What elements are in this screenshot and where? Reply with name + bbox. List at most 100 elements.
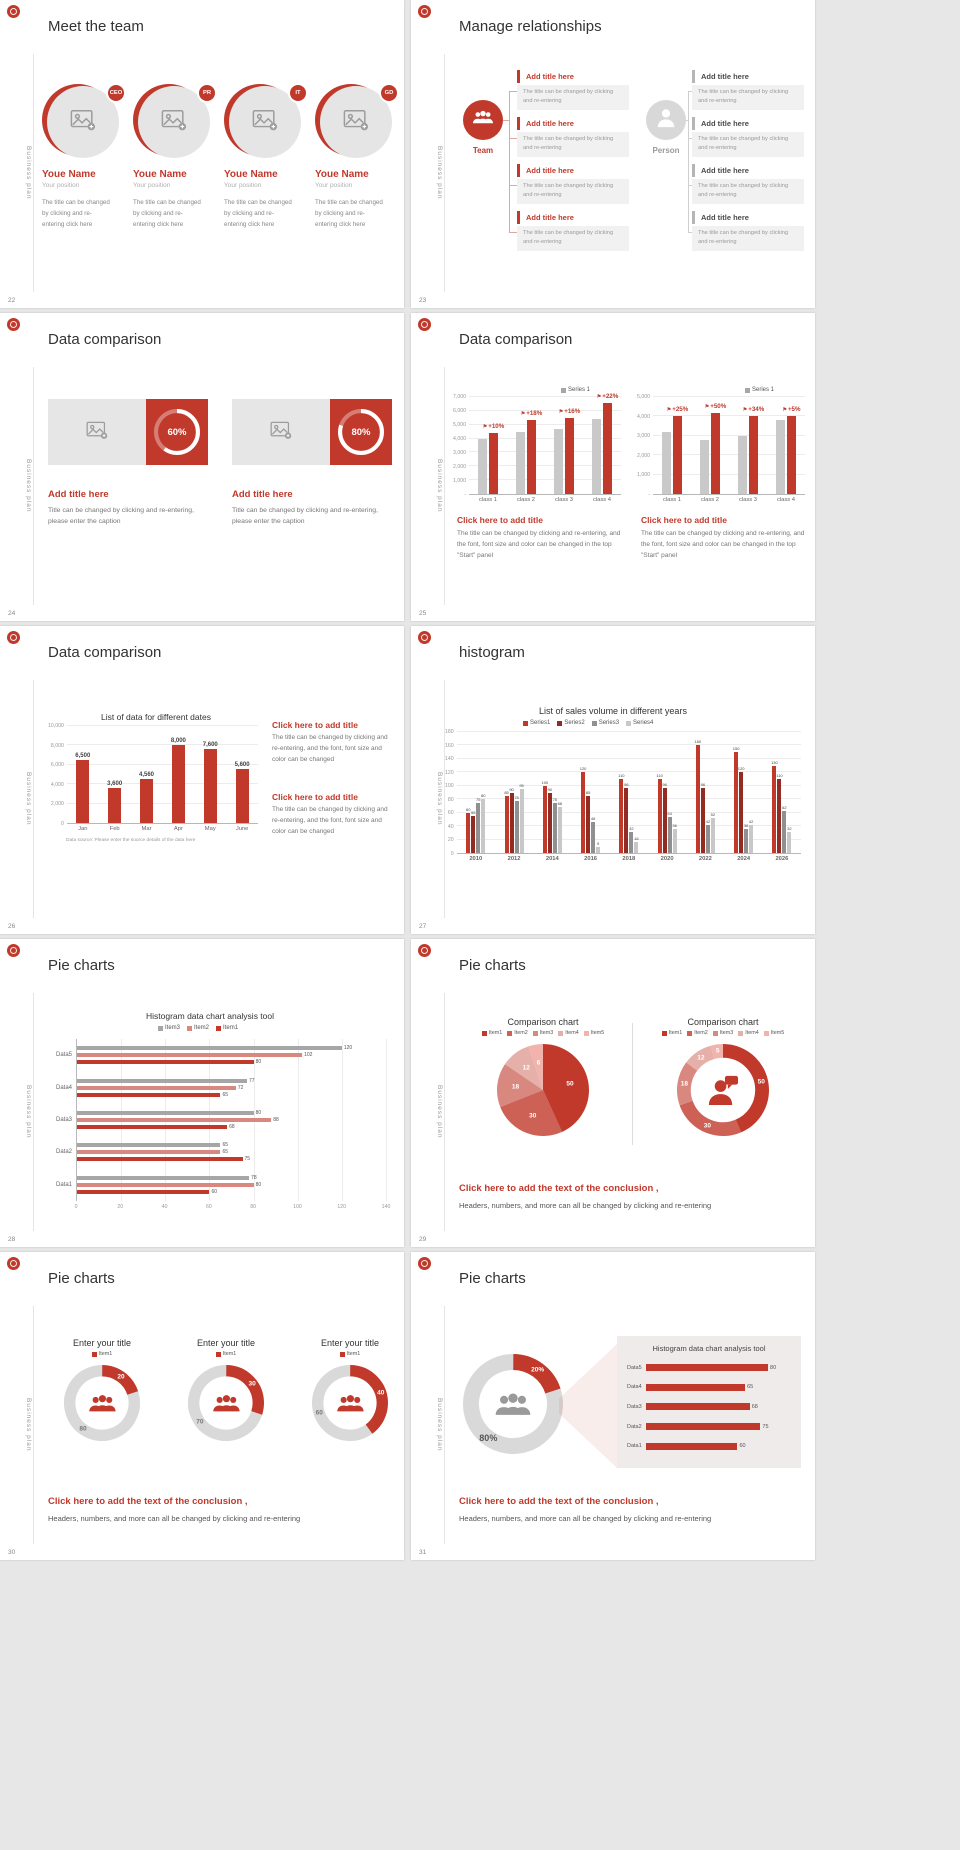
team-label: Team bbox=[472, 146, 494, 155]
category-label: Data2 bbox=[627, 1423, 642, 1430]
member-description: The title can be changed by clicking and… bbox=[133, 199, 201, 228]
brand-logo-icon bbox=[418, 318, 431, 331]
bar bbox=[699, 439, 709, 494]
percent-panel: 60% bbox=[146, 399, 208, 465]
legend-item: Item3 bbox=[532, 1030, 554, 1036]
x-tick-label: class 2 bbox=[516, 497, 535, 503]
slice-label: 18 bbox=[680, 1080, 688, 1088]
bar-value-label: 80 bbox=[481, 793, 486, 799]
bar-slot: 95 bbox=[519, 732, 524, 853]
legend-swatch bbox=[626, 720, 632, 726]
bar-slot bbox=[775, 397, 785, 494]
slide-27-histogram[interactable]: Business plan histogram List of sales vo… bbox=[411, 626, 815, 934]
bar-value-label: 96 bbox=[624, 782, 629, 788]
slide-28-horizontal-bars[interactable]: Business plan Pie charts Histogram data … bbox=[0, 939, 404, 1247]
bar bbox=[509, 792, 514, 853]
legend-item: Series 1 bbox=[561, 387, 590, 393]
legend-label: Item4 bbox=[565, 1030, 579, 1036]
image-placeholder bbox=[232, 399, 330, 465]
y-axis: 5,000 4,000 3,000 2,000 1,000- bbox=[637, 394, 650, 498]
slide-title: histogram bbox=[459, 644, 525, 661]
bar-value-label: 36 bbox=[743, 822, 749, 828]
slide-29-pie-charts[interactable]: Business plan Pie charts Comparison char… bbox=[411, 939, 815, 1247]
legend-swatch bbox=[745, 387, 750, 393]
bar-annotation: +16% bbox=[559, 408, 580, 415]
legend-swatch bbox=[158, 1025, 163, 1031]
sidebar-label: Business plan bbox=[25, 1085, 32, 1139]
legend-swatch bbox=[763, 1030, 769, 1036]
legend-item: Item1 bbox=[91, 1351, 112, 1357]
legend-item: Series2 bbox=[557, 720, 585, 726]
page-number: 23 bbox=[419, 297, 427, 304]
bar bbox=[515, 431, 525, 494]
sidebar-label: Business plan bbox=[436, 772, 443, 826]
bar bbox=[667, 816, 672, 853]
slide-title: Data comparison bbox=[48, 644, 162, 661]
bar-slot: 110 bbox=[618, 732, 625, 853]
bar-group: 7,600 bbox=[194, 726, 226, 823]
x-axis: 2010 2012 2014 2016 2018 2020 2022 2024 2026 bbox=[457, 854, 801, 862]
gridline bbox=[456, 731, 801, 732]
bar-value-label: 55 bbox=[471, 810, 476, 816]
page-number: 22 bbox=[8, 297, 16, 304]
slide-24-data-comparison-cards[interactable]: Business plan Data comparison 60% Add ti… bbox=[0, 313, 404, 621]
chart-legend: Series1 Series2 Series3 Series4 bbox=[523, 720, 653, 726]
legend-swatch bbox=[738, 1030, 744, 1036]
legend-label: Item3 bbox=[539, 1030, 554, 1036]
gridline bbox=[468, 437, 621, 439]
bar-slot: 6,500 bbox=[75, 726, 90, 823]
bar bbox=[77, 1053, 303, 1058]
bar-group: 130 110 62 32 bbox=[763, 732, 801, 853]
bar-slot: 7,600 bbox=[202, 726, 218, 823]
connector-line bbox=[509, 232, 517, 233]
bar-slot bbox=[661, 397, 671, 494]
slide-31-donut-with-bars[interactable]: Business plan Pie charts 20% 80% Histogra… bbox=[411, 1252, 815, 1560]
caption-title: Click here to add title bbox=[457, 515, 543, 525]
chart-title: Enter your title bbox=[72, 1338, 132, 1348]
category-label: Data4 bbox=[627, 1384, 642, 1391]
bar-group: +25% bbox=[653, 397, 691, 494]
gridline bbox=[341, 1039, 343, 1201]
bar-slot: 110 bbox=[776, 732, 783, 853]
category-label: Data2 bbox=[56, 1149, 73, 1156]
bar-value-label: 7,600 bbox=[202, 742, 218, 749]
bar bbox=[657, 779, 662, 853]
bar-value-label: 42 bbox=[748, 818, 754, 824]
bar bbox=[488, 433, 498, 494]
chart-center-icon bbox=[312, 1365, 388, 1441]
bar-value-label: 65 bbox=[222, 1149, 229, 1156]
slide-23-manage-relationships[interactable]: Business plan Manage relationships Team … bbox=[411, 0, 815, 308]
pie-chart-block: Comparison chart Item1 Item2 Item3 Item4 Ite… bbox=[641, 1017, 805, 1136]
plot-area: 120 102 80 77 72 65 80 88 68 65 65 75 78 80 60 bbox=[76, 1039, 387, 1201]
x-tick-label: Mar bbox=[141, 826, 152, 832]
legend-item: Item2 bbox=[687, 1030, 708, 1036]
team-member: CEO Youe Name Your position The title ca… bbox=[42, 83, 128, 231]
sidebar-label: Business plan bbox=[436, 459, 443, 513]
sidebar-label: Business plan bbox=[25, 459, 32, 513]
slide-22-meet-the-team[interactable]: Business plan Meet the team CEO Youe Nam… bbox=[0, 0, 404, 308]
bar-value-label: 42 bbox=[705, 818, 711, 824]
column-chart: 7,0006,0005,0004,0003,0002,0001,000-+10%… bbox=[453, 393, 621, 503]
bar bbox=[645, 1364, 769, 1372]
slide-25-data-comparison-charts[interactable]: Business plan Data comparison Series 1 7… bbox=[411, 313, 815, 621]
bar-slot bbox=[591, 397, 601, 494]
slide-26-data-comparison-bar[interactable]: Business plan Data comparison List of da… bbox=[0, 626, 404, 934]
gridline bbox=[652, 434, 805, 436]
legend-label: Item5 bbox=[590, 1030, 605, 1036]
bar bbox=[526, 420, 536, 494]
brand-logo-icon bbox=[7, 318, 20, 331]
category-axis: Data5 Data4 Data3 Data2 Data1 bbox=[627, 1358, 646, 1456]
bar-slot: +34% bbox=[748, 397, 764, 494]
legend-swatch bbox=[339, 1351, 345, 1357]
percent-ring: 80% bbox=[338, 409, 384, 455]
slide-title: Pie charts bbox=[48, 957, 115, 974]
bar-value-label: 4,560 bbox=[139, 771, 155, 778]
bar-value-label: 46 bbox=[590, 816, 596, 822]
chart-title: Histogram data chart analysis tool bbox=[145, 1011, 275, 1021]
bar-value-label: 110 bbox=[618, 773, 625, 779]
bar-value-label: 96 bbox=[700, 782, 706, 788]
gridline bbox=[386, 1039, 387, 1201]
legend-item: Item1 bbox=[481, 1030, 502, 1036]
bar-group: 160 96 42 52 bbox=[686, 732, 724, 853]
slide-30-donut-charts[interactable]: Business plan Pie charts Enter your titl… bbox=[0, 1252, 404, 1560]
